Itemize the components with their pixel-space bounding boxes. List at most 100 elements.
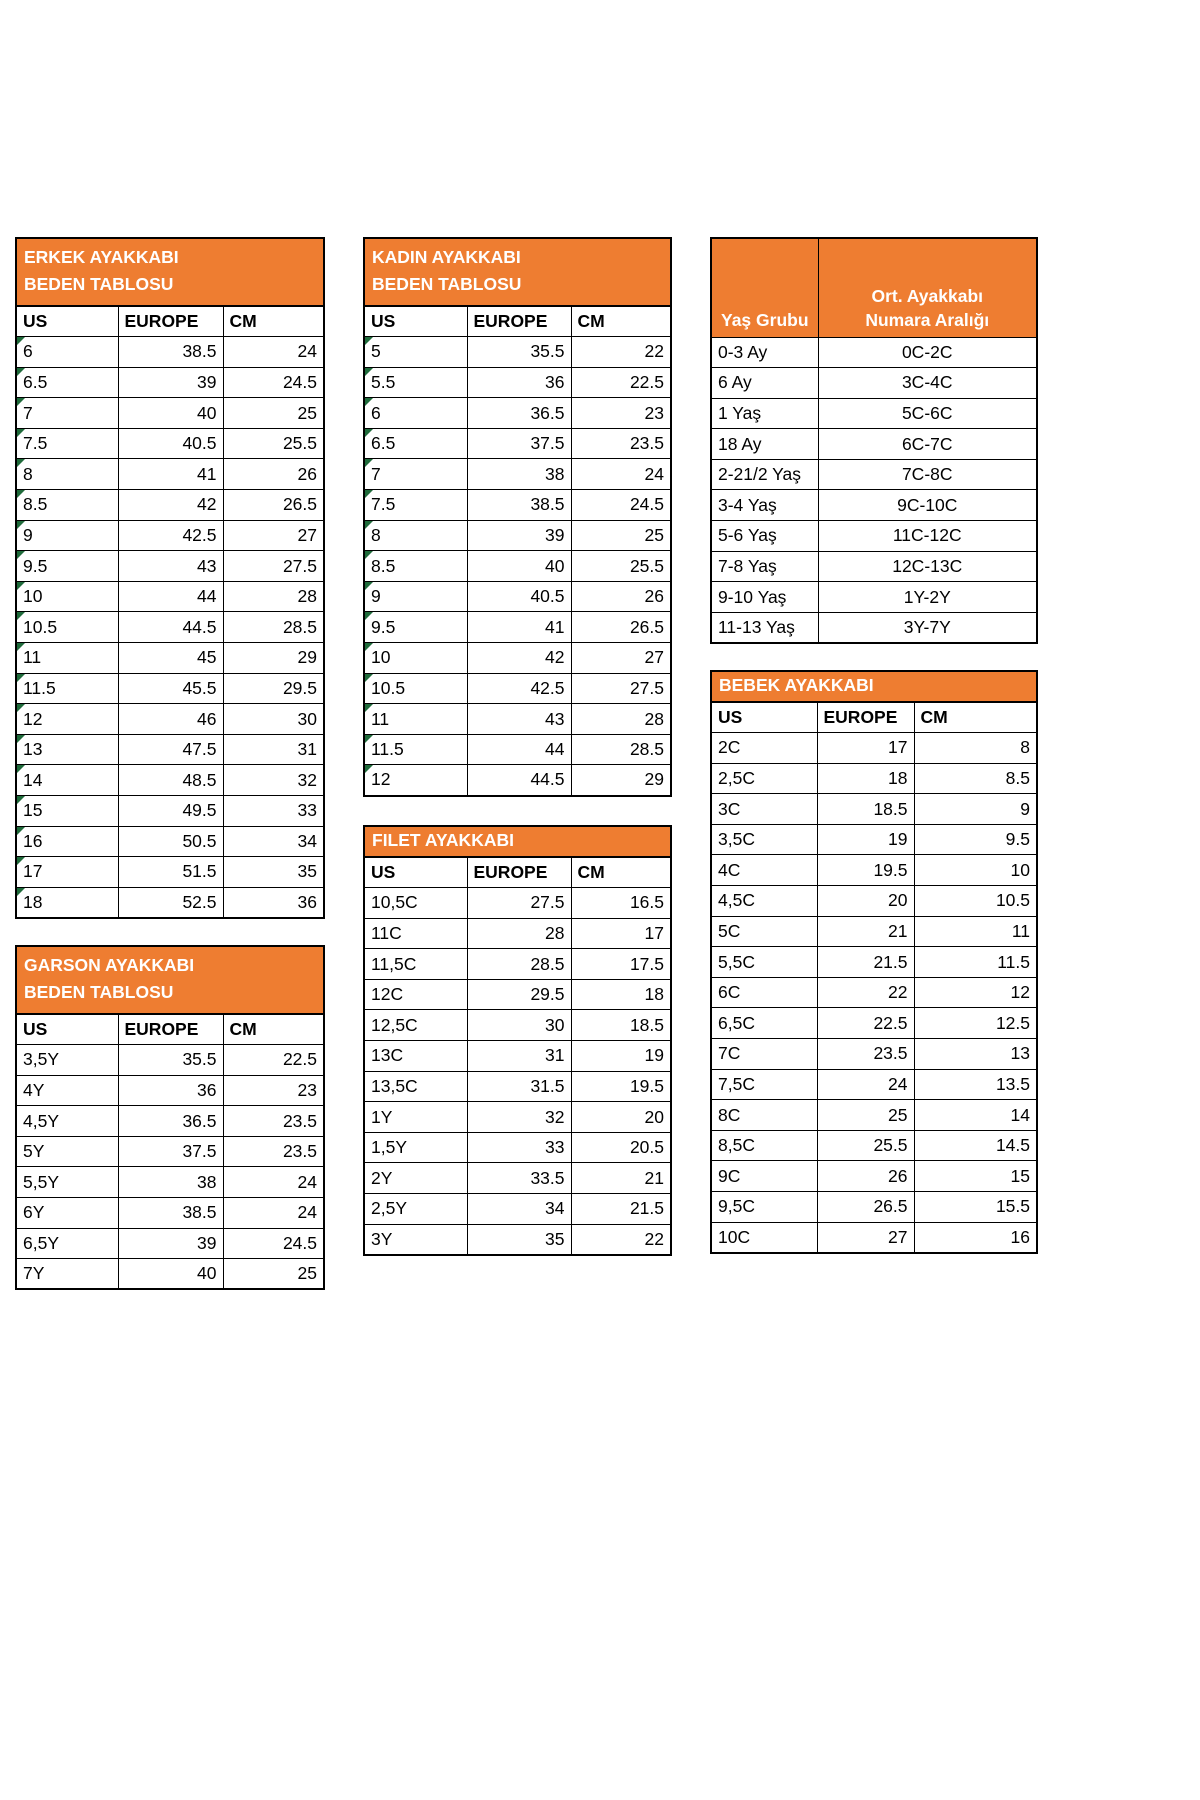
table-cell: 27.5	[222, 550, 325, 582]
table-cell: 5C-6C	[817, 397, 1038, 430]
table-row: 13,5C 31.5 19.5	[363, 1070, 672, 1103]
table-cell: 26.5	[816, 1191, 915, 1223]
table-cell: 38.5	[466, 489, 572, 521]
table-cell: 13	[15, 733, 119, 766]
column-header-row: US EUROPE CM	[363, 856, 672, 889]
table-cell: 45.5	[117, 672, 224, 705]
table-row: 12C 29.5 18	[363, 978, 672, 1011]
table-cell: 18	[816, 762, 915, 795]
table-row: 0-3 Ay 0C-2C	[710, 336, 1038, 369]
table-row: 5-6 Yaş 11C-12C	[710, 520, 1038, 552]
column-header-cm: CM	[913, 701, 1038, 734]
table-row: 10.5 44.5 28.5	[15, 611, 325, 644]
table-cell: 8	[15, 458, 119, 491]
table-cell: 3,5Y	[15, 1044, 119, 1076]
title-line: BEDEN TABLOSU	[372, 274, 522, 294]
table-row: 5 35.5 22	[363, 336, 672, 368]
grade-school-size-table: GARSON AYAKKABI BEDEN TABLOSU US EUROPE …	[15, 945, 325, 1291]
title-line: BEDEN TABLOSU	[24, 274, 174, 294]
table-cell: 27	[222, 519, 325, 552]
column-header-row: US EUROPE CM	[363, 305, 672, 338]
table-cell: 3,5C	[710, 823, 818, 856]
table-cell: 7C	[710, 1038, 818, 1070]
table-cell: 19	[570, 1040, 672, 1072]
baby-size-table: BEBEK AYAKKABI US EUROPE CM 2C 17 8 2,5C 18 8…	[710, 670, 1038, 1254]
table-cell: 6Y	[15, 1197, 119, 1229]
table-cell: 27.5	[466, 887, 572, 919]
table-row: 4C 19.5 10	[710, 854, 1038, 887]
table-row: 3-4 Yaş 9C-10C	[710, 489, 1038, 522]
table-cell: 6C	[710, 976, 818, 1009]
header-line: Ort. Ayakkabı	[871, 285, 984, 306]
mens-table-title: ERKEK AYAKKABI BEDEN TABLOSU	[15, 237, 325, 305]
table-cell: 10	[913, 854, 1038, 887]
table-row: 11C 28 17	[363, 917, 672, 950]
title-line: ERKEK AYAKKABI	[24, 247, 179, 267]
table-row: 2C 17 8	[710, 732, 1038, 764]
table-cell: 27.5	[570, 672, 672, 705]
table-cell: 10,5C	[363, 887, 468, 919]
table-cell: 11	[15, 642, 119, 674]
table-cell: 11C-12C	[817, 520, 1038, 552]
column-header-cm: CM	[222, 1013, 325, 1046]
table-row: 8.5 40 25.5	[363, 550, 672, 582]
table-cell: 44	[117, 580, 224, 613]
table-cell: 12	[913, 976, 1038, 1009]
table-cell: 11	[363, 703, 468, 735]
table-cell: 4,5Y	[15, 1105, 119, 1137]
table-cell: 3C-4C	[817, 367, 1038, 399]
table-cell: 23.5	[816, 1038, 915, 1070]
table-row: 9,5C 26.5 15.5	[710, 1191, 1038, 1223]
table-cell: 16	[913, 1221, 1038, 1254]
table-row: 10C 27 16	[710, 1221, 1038, 1254]
table-row: 10 42 27	[363, 642, 672, 674]
table-cell: 33	[222, 795, 325, 827]
table-cell: 6.5	[15, 366, 119, 399]
table-cell: 19	[816, 823, 915, 856]
table-cell: 27	[816, 1221, 915, 1254]
table-cell: 8,5C	[710, 1129, 818, 1162]
table-cell: 9.5	[363, 611, 468, 644]
table-cell: 9.5	[913, 823, 1038, 856]
table-row: 6 Ay 3C-4C	[710, 367, 1038, 399]
table-row: 11 43 28	[363, 703, 672, 735]
table-cell: 26	[222, 458, 325, 491]
table-row: 6Y 38.5 24	[15, 1197, 325, 1229]
table-cell: 50.5	[117, 825, 224, 858]
table-cell: 39	[117, 1227, 224, 1260]
table-cell: 7.5	[363, 489, 468, 521]
table-cell: 2-21/2 Yaş	[710, 458, 819, 491]
table-row: 8 41 26	[15, 458, 325, 491]
table-cell: 7	[15, 397, 119, 429]
table-cell: 10.5	[363, 672, 468, 705]
grade-school-table-title: GARSON AYAKKABI BEDEN TABLOSU	[15, 945, 325, 1013]
table-row: 3C 18.5 9	[710, 793, 1038, 825]
table-row: 5,5Y 38 24	[15, 1166, 325, 1199]
table-row: 11,5C 28.5 17.5	[363, 948, 672, 980]
table-cell: 26	[816, 1160, 915, 1192]
table-row: 14 48.5 32	[15, 764, 325, 796]
table-row: 1Y 32 20	[363, 1101, 672, 1133]
table-cell: 29.5	[222, 672, 325, 705]
table-cell: 13.5	[913, 1068, 1038, 1101]
table-cell: 2,5C	[710, 762, 818, 795]
table-row: 6C 22 12	[710, 976, 1038, 1009]
table-cell: 5Y	[15, 1135, 119, 1168]
table-body: 0-3 Ay 0C-2C 6 Ay 3C-4C 1 Yaş 5C-6C 18 Ay 6C-7C…	[710, 336, 1038, 644]
table-cell: 16.5	[570, 887, 672, 919]
table-cell: 37.5	[466, 427, 572, 460]
table-cell: 8	[913, 732, 1038, 764]
table-row: 1 Yaş 5C-6C	[710, 397, 1038, 430]
column-header-europe: EUROPE	[117, 305, 224, 338]
table-cell: 36	[117, 1074, 224, 1107]
table-row: 12 44.5 29	[363, 764, 672, 796]
column-header-europe: EUROPE	[466, 305, 572, 338]
table-cell: 43	[466, 703, 572, 735]
table-row: 10.5 42.5 27.5	[363, 672, 672, 705]
table-cell: 36.5	[466, 397, 572, 429]
table-cell: 15	[913, 1160, 1038, 1192]
table-row: 3,5Y 35.5 22.5	[15, 1044, 325, 1076]
table-cell: 40.5	[117, 427, 224, 460]
table-row: 8.5 42 26.5	[15, 489, 325, 521]
column-header-europe: EUROPE	[466, 856, 572, 889]
